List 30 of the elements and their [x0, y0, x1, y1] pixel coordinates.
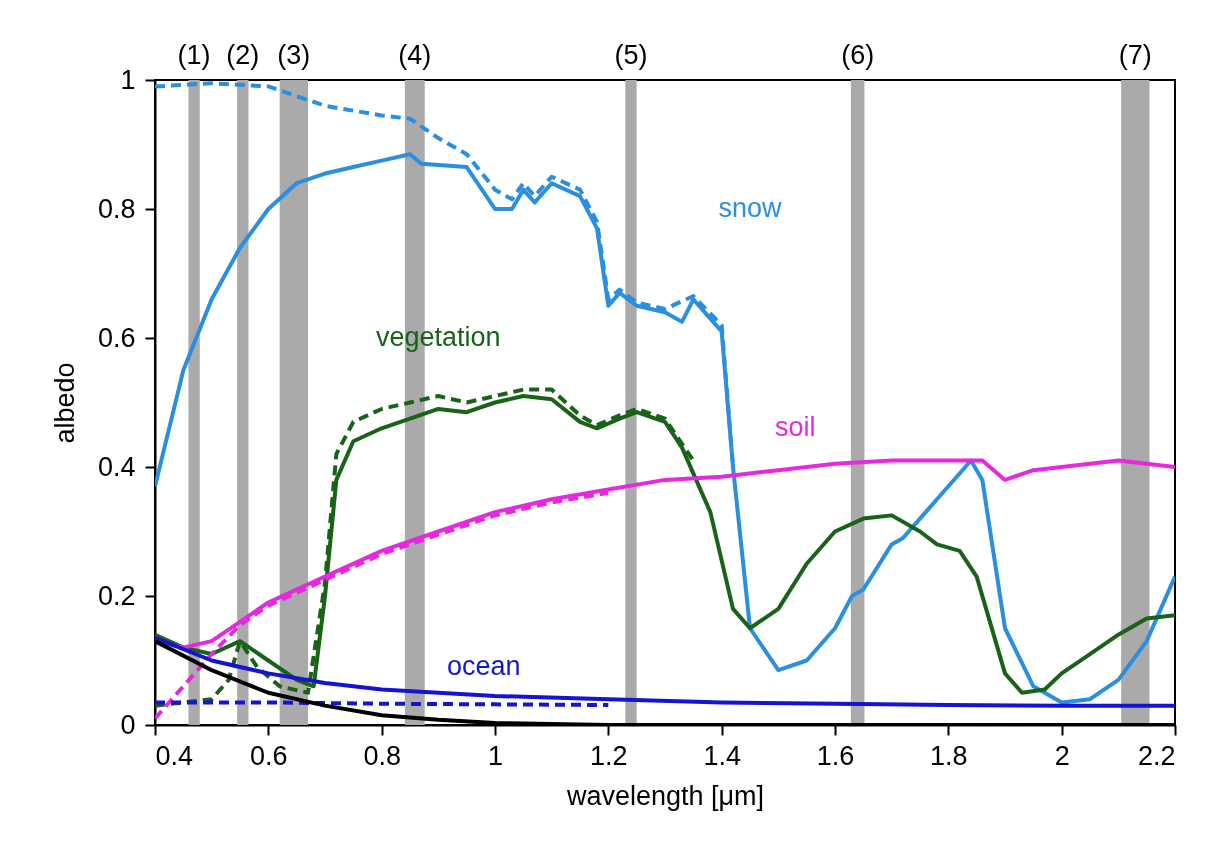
y-tick-label: 0 [120, 709, 136, 740]
band-label: (5) [614, 40, 648, 70]
band-label: (3) [277, 40, 311, 70]
x-tick-label: 2.2 [1137, 740, 1176, 771]
x-tick-label: 0.6 [250, 740, 288, 771]
x-tick-label: 1.4 [703, 740, 741, 771]
x-axis-title: wavelength [μm] [565, 780, 765, 811]
x-tick-label: 1.2 [590, 740, 628, 771]
series-label: soil [775, 412, 816, 443]
y-tick-label: 0.4 [97, 451, 136, 482]
band-label: (1) [177, 40, 211, 70]
x-tick-label: 2 [1054, 740, 1070, 771]
band-label: (6) [841, 40, 875, 70]
x-tick-label: 1.6 [816, 740, 855, 771]
x-tick-label: 0.8 [363, 740, 401, 771]
y-tick-label: 1 [120, 64, 136, 95]
band-label: (7) [1118, 40, 1152, 70]
series-label: ocean [446, 650, 521, 681]
y-tick-label: 0.6 [97, 322, 136, 353]
band-label: (4) [398, 40, 432, 70]
x-tick-label: 1 [487, 740, 504, 771]
x-tick-label: 1.8 [930, 740, 968, 771]
series-label: vegetation [376, 322, 501, 352]
band-label: (2) [226, 40, 260, 70]
y-tick-label: 0.2 [97, 580, 136, 611]
line-series [155, 635, 1175, 708]
y-tick-label: 0.8 [97, 193, 136, 224]
text: snow [718, 193, 783, 223]
x-tick-label: 0.4 [155, 740, 194, 771]
y-axis-title: albedo [49, 362, 80, 444]
